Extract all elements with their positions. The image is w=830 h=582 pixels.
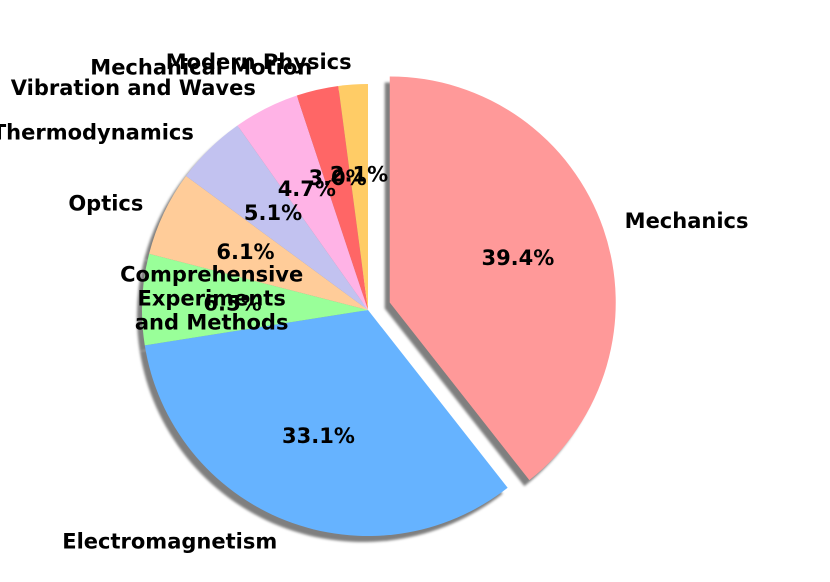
percent-label-mechanical-motion: 3.0% <box>308 166 366 190</box>
slice-mechanics <box>389 76 616 481</box>
pie-slices <box>142 76 616 536</box>
percent-label-mechanics: 39.4% <box>481 246 554 270</box>
category-label-modern-physics: Modern Physics <box>166 50 352 74</box>
slice-electromagnetism <box>144 310 508 536</box>
percent-label-modern-physics: 2.1% <box>330 163 388 187</box>
slice-mechanical-motion <box>296 85 368 310</box>
slice-modern-physics <box>338 84 368 310</box>
category-labels: Mechanics Electromagnetism Comprehensive Ex… <box>0 50 748 553</box>
category-label-mechanics: Mechanics <box>625 209 749 233</box>
percent-label-optics: 6.1% <box>216 240 274 264</box>
slice-optics <box>149 176 368 310</box>
percent-label-electromagnetism: 33.1% <box>282 424 355 448</box>
percent-labels: 39.4% 33.1% 6.5% 6.1% 5.1%4.7%3.0%2.1% <box>203 163 554 449</box>
percent-label-comprehensive-experiments-and-methods: 6.5% <box>203 292 261 316</box>
category-label-electromagnetism: Electromagnetism <box>62 529 277 553</box>
category-label-comprehensive-experiments-and-methods: Comprehensive Experiments and Methods <box>120 262 303 334</box>
category-label-mechanical-motion: Mechanical Motion <box>90 56 312 80</box>
slice-comprehensive-experiments-and-methods <box>142 253 368 346</box>
slice-vibration-and-waves <box>237 95 368 310</box>
category-label-optics: Optics <box>68 191 143 215</box>
category-label-thermodynamics: Thermodynamics <box>0 121 194 145</box>
percent-label-thermodynamics: 5.1% <box>244 201 302 225</box>
slice-thermodynamics <box>186 125 368 311</box>
category-label-vibration-and-waves: Vibration and Waves <box>11 76 256 100</box>
percent-label-vibration-and-waves: 4.7% <box>278 177 336 201</box>
